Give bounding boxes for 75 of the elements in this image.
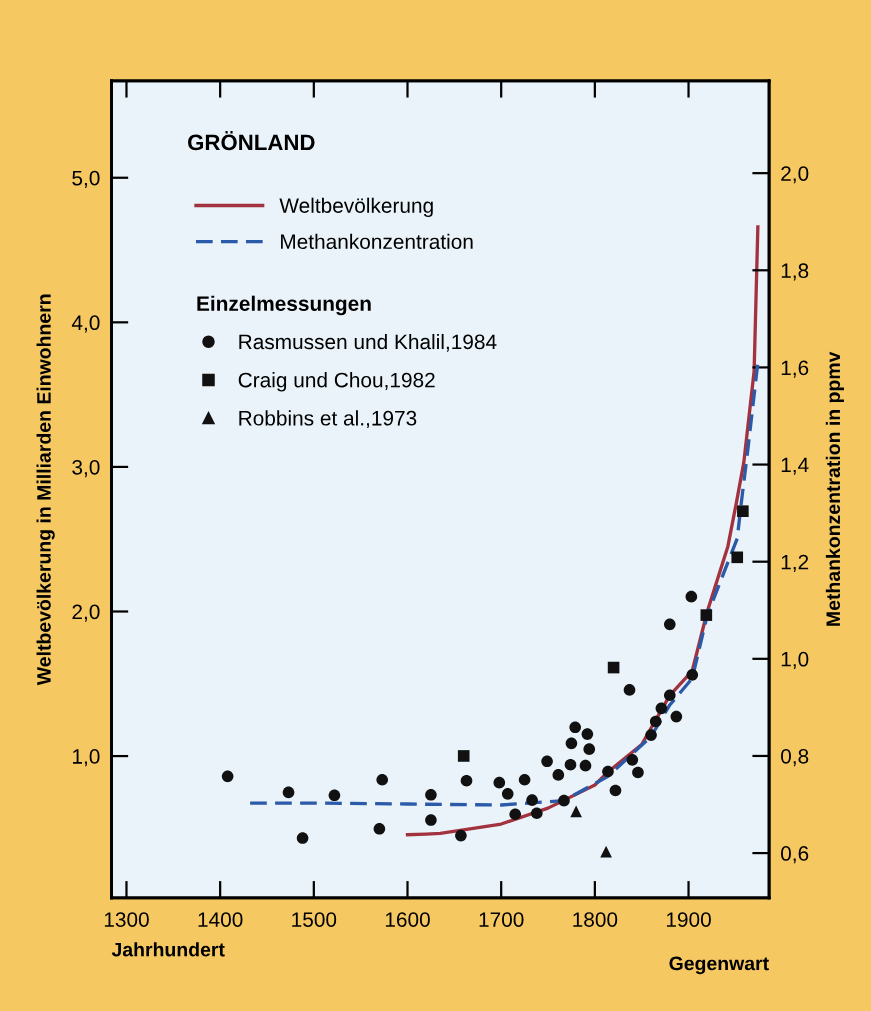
y-axis-title: Weltbevölkerung in Milliarden Einwohnern (36, 294, 55, 686)
x-tick-label: 1300 (104, 912, 149, 927)
point (509, 808, 522, 821)
y-tick-label: 1,0 (73, 749, 100, 767)
point (526, 794, 538, 806)
y2-tick-label: 0,6 (781, 846, 809, 864)
point (670, 710, 683, 723)
point (530, 807, 543, 820)
point (460, 774, 473, 787)
point (501, 788, 514, 800)
text: Gegenwart (669, 956, 769, 975)
point (558, 794, 570, 807)
point (581, 728, 594, 740)
y-tick-label: 3,0 (72, 459, 100, 478)
y2-tick-label: 1,2 (781, 554, 809, 572)
point (623, 684, 636, 696)
y2-tick-label: 1,0 (781, 651, 809, 670)
y-tick-label: 2,0 (72, 604, 100, 622)
point (221, 770, 234, 783)
text: GRÖNLAND (188, 131, 315, 151)
point (373, 822, 386, 835)
y2-axis-title: Methankonzentration in ppmv (825, 351, 844, 626)
point (632, 766, 644, 779)
legend-title: Einzelmessungen (197, 295, 371, 316)
point (376, 773, 389, 786)
y2-tick-label: 1,8 (781, 263, 809, 281)
point (655, 702, 668, 715)
point (518, 773, 531, 786)
point (425, 814, 437, 826)
point (607, 661, 620, 674)
point (569, 721, 581, 734)
point (663, 689, 676, 702)
point (645, 729, 657, 741)
x-tick-label: 1800 (573, 912, 618, 927)
point (626, 754, 639, 766)
point (737, 505, 749, 517)
legend-label: Robbins et al.,1973 (239, 410, 417, 429)
legend-label: Rasmussen und Khalil,1984 (239, 333, 497, 352)
x-tick-label: 1700 (479, 912, 524, 927)
x-tick-label: 1400 (198, 912, 243, 927)
point (583, 743, 596, 755)
point (493, 776, 506, 789)
point (609, 784, 622, 797)
y2-tick-label: 2,0 (781, 166, 809, 184)
point (541, 755, 553, 768)
point (700, 609, 713, 621)
y2-tick-label: 1,4 (781, 457, 809, 475)
legend-label: Weltbevölkerung (279, 197, 433, 218)
point (564, 758, 577, 771)
point (457, 750, 470, 762)
legend-label: Craig und Chou,1982 (238, 372, 435, 392)
point (686, 669, 699, 681)
point (570, 805, 582, 818)
point (731, 551, 744, 564)
point (296, 832, 309, 844)
point (328, 789, 341, 802)
x-tick-label: 1600 (385, 912, 430, 927)
x-axis-title: Jahrhundert (111, 942, 225, 957)
y-tick-label: 4,0 (71, 315, 100, 333)
legend-label: Methankonzentration (281, 233, 473, 250)
point (282, 786, 295, 799)
y2-tick-label: 0,8 (781, 748, 809, 767)
point (649, 715, 662, 728)
x-tick-label: 1500 (292, 912, 337, 927)
point (685, 590, 698, 603)
point (663, 618, 676, 631)
point (602, 765, 614, 778)
point (565, 737, 578, 750)
point (425, 789, 437, 801)
y2-tick-label: 1,6 (781, 360, 809, 378)
x-tick-label: 1900 (666, 912, 711, 927)
y-tick-label: 5,0 (72, 170, 100, 188)
point (579, 759, 592, 772)
point (455, 829, 467, 842)
point (552, 769, 565, 781)
